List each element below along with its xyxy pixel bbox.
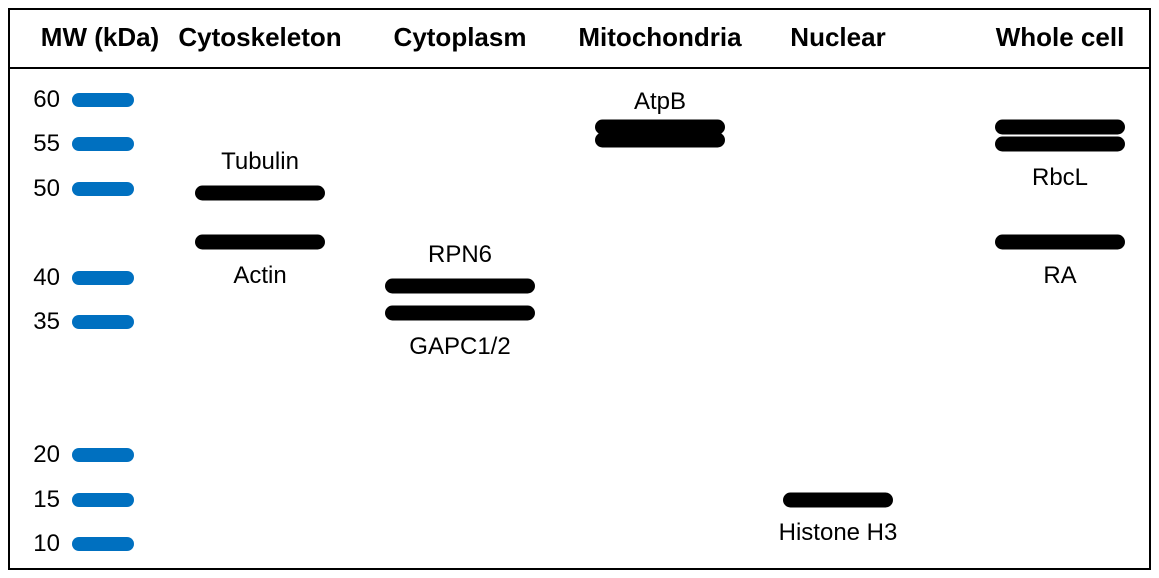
header-mitochondria: Mitochondria [578, 22, 741, 53]
band-atpb-lower-label: AtpB [634, 88, 686, 116]
band-wc-upper [995, 119, 1125, 134]
mw-label-20: 20 [33, 441, 60, 469]
band-wc-rbcl [995, 137, 1125, 152]
band-gapc-label: GAPC1/2 [409, 333, 510, 361]
band-rpn6-label: RPN6 [428, 241, 492, 269]
band-actin-label: Actin [233, 262, 286, 290]
mw-label-50: 50 [33, 175, 60, 203]
band-wc-ra [995, 235, 1125, 250]
band-wc-rbcl-label: RbcL [1032, 164, 1088, 192]
mw-marker-55 [72, 137, 134, 151]
band-histone-h3-label: Histone H3 [779, 519, 898, 547]
mw-label-10: 10 [33, 530, 60, 558]
mw-marker-10 [72, 537, 134, 551]
header-cytoskeleton: Cytoskeleton [178, 22, 341, 53]
mw-marker-35 [72, 315, 134, 329]
band-tubulin-label: Tubulin [221, 148, 299, 176]
band-tubulin [195, 186, 325, 201]
header-wholecell: Whole cell [996, 22, 1125, 53]
band-rpn6 [385, 279, 535, 294]
mw-marker-40 [72, 271, 134, 285]
mw-marker-15 [72, 493, 134, 507]
mw-marker-50 [72, 182, 134, 196]
mw-marker-20 [72, 448, 134, 462]
mw-label-55: 55 [33, 130, 60, 158]
band-gapc [385, 306, 535, 321]
header-cytoplasm: Cytoplasm [394, 22, 527, 53]
mw-label-40: 40 [33, 264, 60, 292]
header-nuclear: Nuclear [790, 22, 885, 53]
band-wc-ra-label: RA [1043, 262, 1076, 290]
mw-marker-60 [72, 93, 134, 107]
mw-label-35: 35 [33, 308, 60, 336]
band-atpb-lower [595, 132, 725, 147]
band-histone-h3 [783, 492, 893, 507]
header-mw: MW (kDa) [41, 22, 159, 53]
outer-frame [8, 8, 1151, 570]
band-actin [195, 235, 325, 250]
header-divider [8, 67, 1151, 69]
figure-root: MW (kDa) Cytoskeleton Cytoplasm Mitochondri… [0, 0, 1159, 578]
mw-label-60: 60 [33, 86, 60, 114]
mw-label-15: 15 [33, 486, 60, 514]
